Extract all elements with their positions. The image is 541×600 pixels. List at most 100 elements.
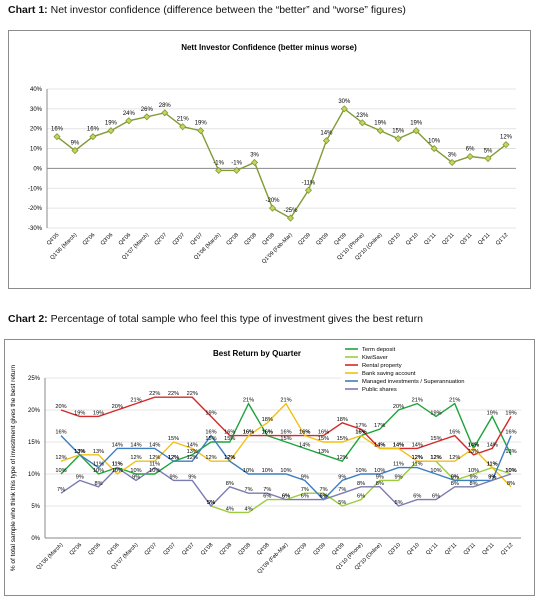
- data-point: [466, 152, 474, 161]
- data-label: 9%: [488, 474, 496, 480]
- x-tick-label: Q2'08: [226, 232, 241, 247]
- x-tick-label: Q1'11: [423, 232, 437, 246]
- data-label: 17%: [374, 423, 385, 429]
- data-label: 7%: [244, 487, 252, 493]
- data-label: 8%: [469, 481, 477, 487]
- x-tick-label: Q3'11: [459, 232, 473, 246]
- chart2-caption-label: Chart 2:: [8, 313, 48, 325]
- chart1-svg: Nett Investor Confidence (better minus w…: [28, 43, 516, 265]
- data-label: 19%: [430, 410, 441, 416]
- data-label: 16%: [505, 430, 516, 436]
- data-label: 12%: [412, 455, 423, 461]
- data-label: 19%: [74, 410, 85, 416]
- data-label: 10%: [149, 468, 160, 474]
- data-label: 6%: [432, 494, 440, 500]
- data-point: [340, 105, 348, 113]
- data-label: -25%: [283, 208, 298, 214]
- data-label: 9%: [301, 474, 309, 480]
- y-tick-label: 0%: [33, 166, 42, 172]
- chart1-caption: Chart 1: Net investor confidence (differ…: [8, 4, 406, 16]
- data-label: 15%: [280, 436, 291, 442]
- data-label: 13%: [93, 449, 104, 455]
- y-tick-label: 20%: [28, 408, 41, 414]
- data-label: 18%: [337, 417, 348, 423]
- data-label: 5%: [207, 500, 215, 506]
- data-label: 7%: [301, 487, 309, 493]
- data-label: 11%: [112, 462, 123, 468]
- data-label: 9%: [338, 474, 346, 480]
- y-tick-label: 20%: [30, 127, 43, 133]
- data-label: -11%: [302, 180, 316, 186]
- data-label: 12%: [205, 455, 216, 461]
- data-label: 12%: [168, 455, 179, 461]
- data-label: 10%: [243, 468, 254, 474]
- data-label: -1%: [231, 160, 242, 166]
- data-label: 6%: [282, 494, 290, 500]
- data-label: 14%: [393, 442, 404, 448]
- data-label: 11%: [487, 462, 498, 468]
- chart1-caption-label: Chart 1:: [8, 4, 48, 16]
- data-label: 9%: [76, 474, 84, 480]
- data-label: 9%: [71, 141, 80, 147]
- chart1-caption-text: Net investor confidence (difference betw…: [50, 4, 406, 16]
- data-label: 21%: [243, 398, 254, 404]
- data-label: 15%: [318, 436, 329, 442]
- x-tick-label: Q4'08: [261, 232, 276, 247]
- data-label: 14%: [299, 442, 310, 448]
- data-label: 13%: [74, 449, 85, 455]
- data-label: 16%: [51, 127, 64, 133]
- chart2-y-axis-label: % of total sample who think this type of…: [10, 364, 17, 571]
- data-label: 10%: [505, 468, 516, 474]
- data-label: 6%: [466, 147, 475, 153]
- data-point: [430, 145, 438, 153]
- data-label: 9%: [469, 474, 477, 480]
- data-label: 21%: [280, 398, 291, 404]
- data-label: 10%: [55, 468, 66, 474]
- data-label: 16%: [243, 430, 254, 436]
- chart2-frame: Best Return by Quarter % of total sample…: [4, 339, 535, 596]
- data-label: 11%: [149, 462, 160, 468]
- data-label: 12%: [224, 455, 235, 461]
- x-tick-label: Q3'06: [87, 542, 102, 557]
- x-tick-label: Q2'07: [154, 232, 169, 247]
- data-point: [53, 133, 61, 141]
- chart1-frame: Nett Investor Confidence (better minus w…: [8, 30, 531, 289]
- x-tick-label: Q4'11: [481, 542, 495, 556]
- data-label: 10%: [505, 468, 516, 474]
- y-tick-label: 10%: [30, 147, 43, 153]
- x-tick-label: Q3'09: [315, 232, 330, 247]
- data-label: 15%: [337, 436, 348, 442]
- data-label: 10%: [468, 468, 479, 474]
- data-label: 12%: [430, 455, 441, 461]
- x-tick-label: Q3'09: [312, 542, 327, 557]
- data-label: 9%: [451, 474, 459, 480]
- data-label: 5%: [338, 500, 346, 506]
- data-label: 12%: [187, 455, 198, 461]
- data-label: 11%: [93, 462, 104, 468]
- data-label: 14%: [468, 442, 479, 448]
- data-label: 16%: [55, 430, 66, 436]
- data-label: 9%: [169, 474, 177, 480]
- data-label: 19%: [487, 410, 498, 416]
- data-label: 19%: [205, 410, 216, 416]
- series-line: [60, 466, 512, 508]
- x-tick-label: Q2'06: [69, 542, 84, 557]
- y-tick-label: 0%: [31, 536, 40, 542]
- data-label: 12%: [55, 455, 66, 461]
- series-line: [60, 402, 512, 475]
- series-line: [60, 402, 512, 488]
- data-label: 7%: [263, 487, 271, 493]
- data-label: 15%: [224, 436, 235, 442]
- series-line: [56, 107, 507, 220]
- legend-entry: Rental property: [362, 363, 402, 369]
- data-label: 13%: [318, 449, 329, 455]
- data-label: 6%: [263, 494, 271, 500]
- x-tick-label: Q1'08: [200, 542, 215, 557]
- data-label: 12%: [168, 455, 179, 461]
- data-label: 14%: [374, 442, 385, 448]
- data-label: 7%: [338, 487, 346, 493]
- data-label: 7%: [57, 487, 65, 493]
- data-label: 13%: [468, 449, 479, 455]
- data-label: 6%: [357, 494, 365, 500]
- data-label: 11%: [487, 462, 498, 468]
